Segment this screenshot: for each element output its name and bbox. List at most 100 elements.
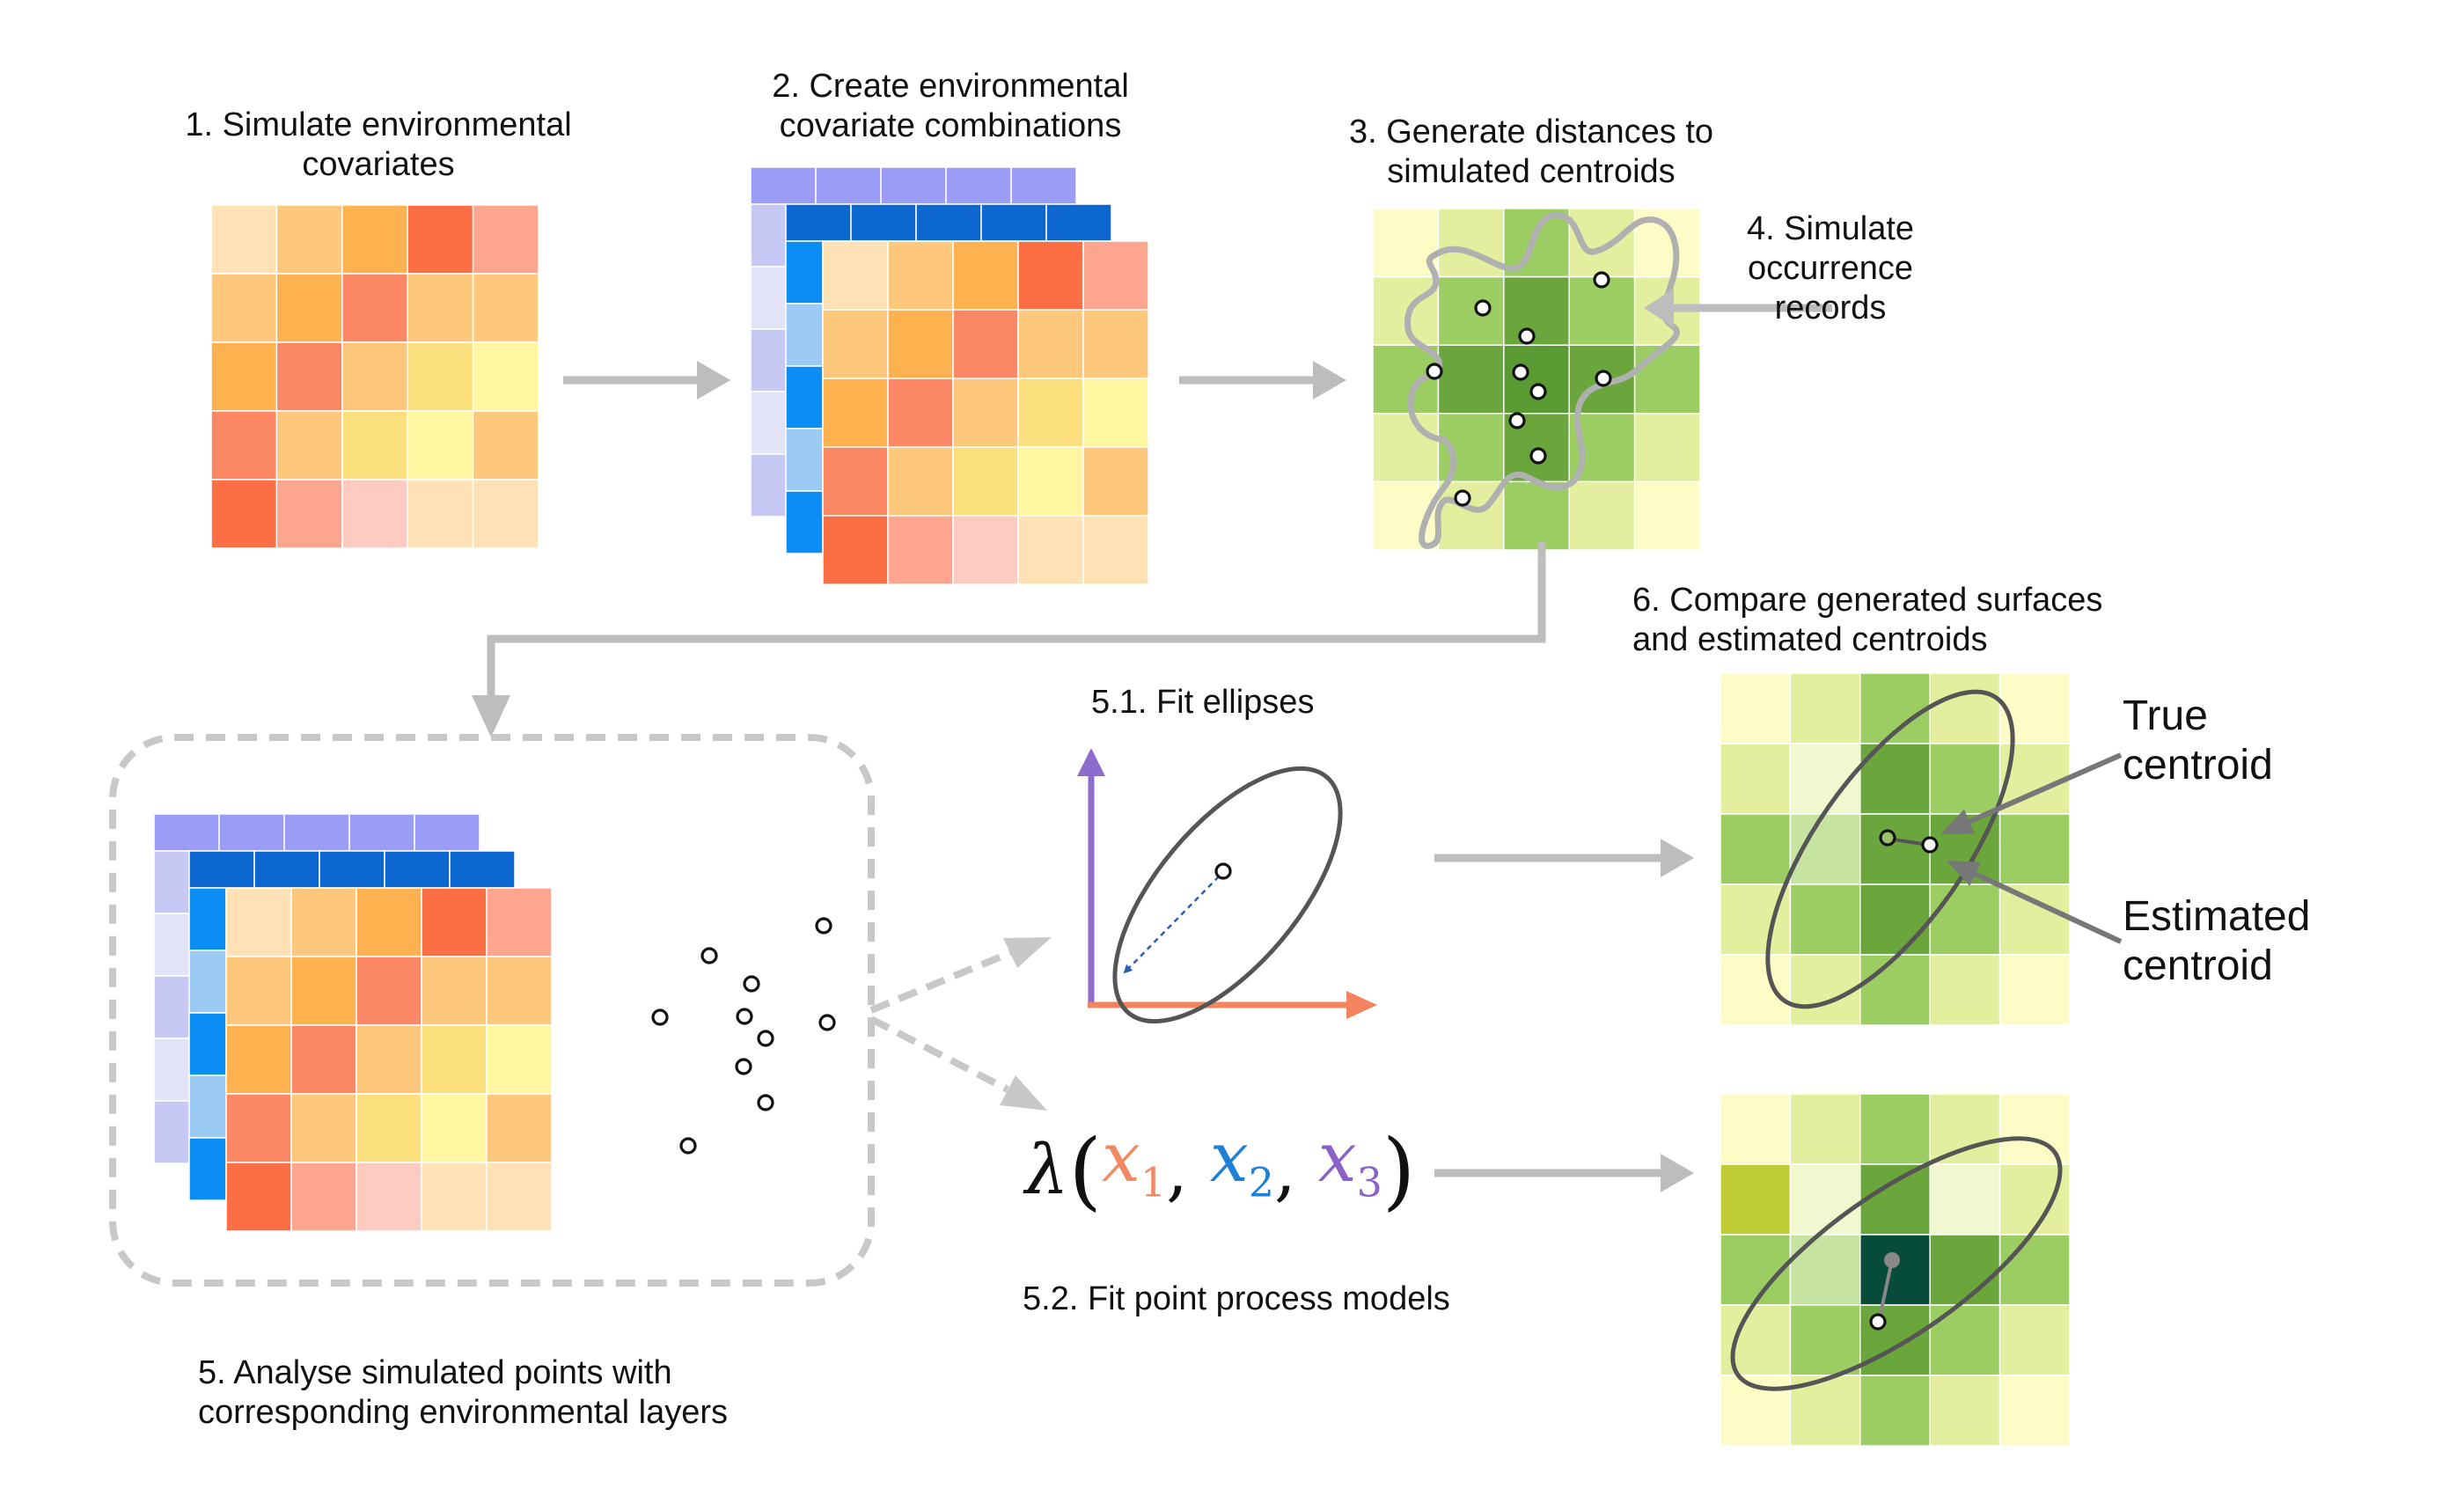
step5-layer-stack-blue-top-cell <box>188 850 255 889</box>
true-centroid-label: True centroid <box>2123 693 2273 788</box>
occurrence-point <box>1529 383 1547 400</box>
dashed-arrow-to-ppm <box>869 1016 1009 1093</box>
step6-ellipse-surface-cell <box>1859 884 1931 956</box>
step1-covariate-grid-cell <box>275 273 343 343</box>
step5-layer-stack-purple-top-cell <box>218 813 285 852</box>
step1-covariate-grid-cell <box>275 341 343 412</box>
step5-layer-stack-purple-top <box>153 813 480 852</box>
step2-layer-stack-purple-top <box>750 166 1077 205</box>
step5-layer-stack-warm-cell <box>421 887 488 957</box>
step5-layer-stack-blue-side-cell <box>188 950 227 1014</box>
dashed-arrow-to-ppm-head <box>1000 1075 1047 1111</box>
arrow-ppm-to-step6-head <box>1661 1154 1694 1192</box>
true-centroid-pointer-shaft <box>1966 752 2123 825</box>
step5-layer-stack-warm-cell <box>421 956 488 1026</box>
step5-layer-stack-purple-side-cell <box>153 975 192 1039</box>
step6-ppm-surface-cell <box>1859 1375 1931 1447</box>
step1-covariate-grid-cell <box>472 341 539 412</box>
step2-layer-stack-purple-side-cell <box>750 391 788 455</box>
static-layer <box>109 212 2123 1391</box>
formula-x3-sub: 3 <box>1356 1158 1382 1206</box>
step-2-label: 2. Create environmental covariate combin… <box>772 68 1129 144</box>
step2-layer-stack-purple-side-cell <box>750 328 788 392</box>
step2-layer-stack-purple-top-cell <box>1010 166 1077 205</box>
step1-covariate-grid-cell <box>275 410 343 480</box>
step2-layer-stack-purple-top-cell <box>880 166 947 205</box>
occurrence-point <box>1426 363 1443 380</box>
formula-x3-var: x <box>1317 1118 1357 1199</box>
connector-step3-to-step5-head <box>472 695 510 737</box>
step2-layer-stack-warm-cell <box>952 309 1019 379</box>
step6-ppm-surface-cell <box>1929 1093 2001 1165</box>
step5-layer-stack-purple-side-cell <box>153 913 192 977</box>
step6-ppm-surface-cell <box>1789 1304 1861 1376</box>
step6-ppm-surface-cell <box>1720 1163 1792 1236</box>
step3-distance-grid-cell <box>1503 344 1570 414</box>
step2-layer-stack-purple-top-cell <box>815 166 882 205</box>
step5-layer-stack-warm-cell <box>290 1162 357 1232</box>
step1-covariate-grid-cell <box>341 479 408 549</box>
step1-covariate-grid-cell <box>407 273 474 343</box>
dashed-arrow-to-ellipses-head <box>1003 937 1052 968</box>
step1-covariate-grid-cell <box>407 341 474 412</box>
occurrence-point <box>1508 412 1526 429</box>
step1-covariate-grid-cell <box>341 273 408 343</box>
step5-layer-stack-purple-top-cell <box>153 813 220 852</box>
step5-dashed-frame <box>109 734 875 1287</box>
step1-covariate-grid-cell <box>210 273 278 343</box>
step2-layer-stack-warm-cell <box>952 240 1019 311</box>
step5-layer-stack-warm-cell <box>290 887 357 957</box>
step1-covariate-grid-cell <box>407 410 474 480</box>
analysis-point <box>757 1094 774 1111</box>
formula-x1-sub: 1 <box>1140 1158 1167 1206</box>
step6-ellipse-surface <box>1720 672 2071 1026</box>
step5-layer-stack-warm-cell <box>225 956 292 1026</box>
formula-lambda: λ <box>1025 1131 1069 1210</box>
step6-ellipse-surface-cell <box>1998 884 2071 956</box>
step5-layer-stack-purple-side-cell <box>153 850 192 914</box>
step2-layer-stack-blue-top <box>785 203 1112 242</box>
step5-layer-stack-warm-cell <box>421 1093 488 1163</box>
step5-layer-stack-blue-side-cell <box>188 1074 227 1139</box>
step5-layer-stack-blue-side-cell <box>188 1012 227 1076</box>
step6-ellipse-surface-cell <box>1998 813 2071 885</box>
occurrence-point <box>1512 363 1529 381</box>
step5-layer-stack-purple-side-cell <box>153 1038 192 1102</box>
step5-layer-stack-warm <box>225 887 553 1232</box>
step2-layer-stack-warm-cell <box>822 378 889 448</box>
step5-layer-stack-warm-cell <box>290 956 357 1026</box>
step5-layer-stack-warm-cell <box>486 887 553 957</box>
step2-layer-stack-purple-side-cell <box>750 203 788 268</box>
step1-covariate-grid-cell <box>341 410 408 480</box>
step2-layer-stack-warm-cell <box>1082 309 1149 379</box>
step-6-label: 6. Compare generated surfaces and estima… <box>1632 582 2103 658</box>
ppm-estimated-centroid-point <box>1869 1313 1887 1331</box>
step2-layer-stack-warm-cell <box>952 515 1019 585</box>
step2-layer-stack-warm <box>822 240 1149 585</box>
true-centroid-point <box>1921 836 1939 854</box>
step1-covariate-grid-cell <box>472 273 539 343</box>
step5-layer-stack-warm-cell <box>356 1093 422 1163</box>
step6-ppm-surface <box>1720 1093 2071 1447</box>
step6-ellipse-surface-cell <box>1789 954 1861 1026</box>
formula-x2-sub: 2 <box>1248 1158 1275 1206</box>
step5-layer-stack-warm-cell <box>356 887 422 957</box>
step2-layer-stack-warm-cell <box>822 309 889 379</box>
step5-layer-stack-warm-cell <box>421 1024 488 1095</box>
ellipse-plot-y-axis-head <box>1077 748 1105 776</box>
analysis-point <box>757 1030 774 1047</box>
step2-layer-stack-warm-cell <box>1082 446 1149 517</box>
step5-layer-stack-blue-top-cell <box>253 850 320 889</box>
occurrence-point <box>1454 489 1471 507</box>
step6-ellipse-surface-cell <box>1929 884 2001 956</box>
estimated-centroid-label: Estimated centroid <box>2123 893 2311 989</box>
step5-layer-stack-warm-cell <box>356 956 422 1026</box>
step5-layer-stack-blue-top-cell <box>384 850 451 889</box>
ellipse-plot-x-axis-head <box>1346 991 1377 1019</box>
step3-distance-grid-cell <box>1437 480 1505 551</box>
step2-layer-stack-warm-cell <box>887 378 954 448</box>
arrow-step2-to-step3-head <box>1313 361 1346 400</box>
step5-layer-stack-warm-cell <box>486 1162 553 1232</box>
step2-layer-stack-warm-cell <box>1082 240 1149 311</box>
